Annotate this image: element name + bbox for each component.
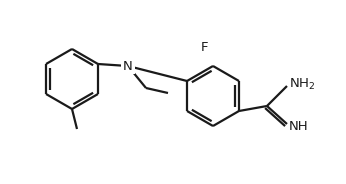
Text: NH$_2$: NH$_2$: [289, 76, 316, 92]
Text: NH: NH: [289, 119, 309, 132]
Text: N: N: [123, 59, 133, 72]
Text: F: F: [201, 41, 209, 54]
